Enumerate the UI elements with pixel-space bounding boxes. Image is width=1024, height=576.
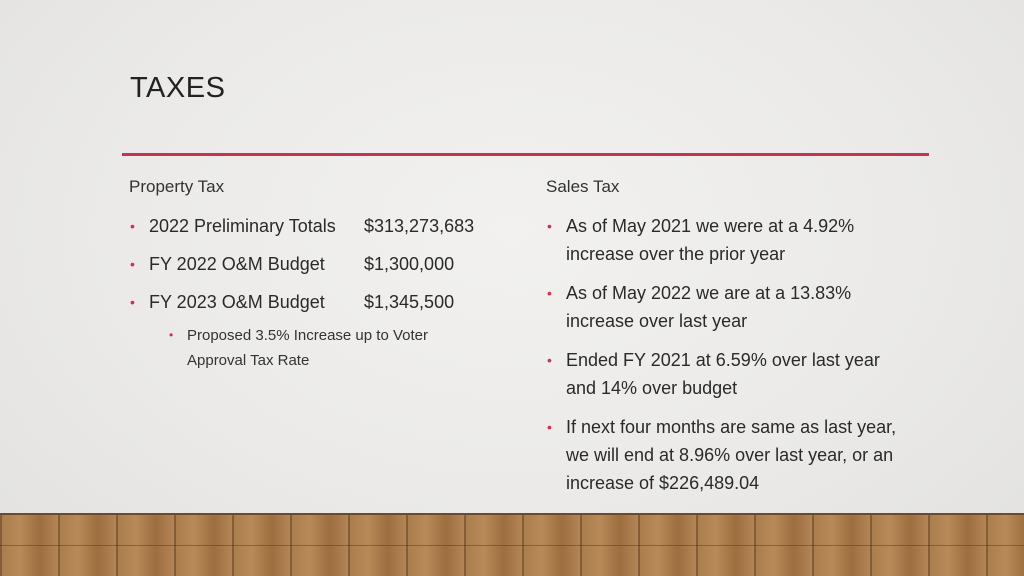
item-line: and 14% over budget <box>566 378 738 398</box>
list-item: • 2022 Preliminary Totals $313,273,683 <box>130 212 509 240</box>
list-item: • Ended FY 2021 at 6.59% over last year … <box>547 346 966 402</box>
item-line: increase over last year <box>566 311 748 331</box>
bullet-icon: • <box>547 218 552 234</box>
sub-list-item: • Proposed 3.5% Increase up to Voter App… <box>169 323 507 373</box>
bullet-icon: • <box>547 352 552 368</box>
item-label: FY 2023 O&M Budget <box>149 292 325 312</box>
item-label: FY 2022 O&M Budget <box>149 254 325 274</box>
bullet-icon: • <box>547 419 552 435</box>
wood-floor-decoration <box>0 513 1024 576</box>
item-line: we will end at 8.96% over last year, or … <box>566 445 894 465</box>
item-line: increase of $226,489.04 <box>566 473 760 493</box>
item-amount: $1,345,500 <box>364 292 455 312</box>
item-line: As of May 2022 we are at a 13.83% <box>566 283 852 303</box>
slide-title: TAXES <box>130 72 226 104</box>
sub-item-line: Proposed 3.5% Increase up to Voter <box>187 327 428 344</box>
list-item: • FY 2022 O&M Budget $1,300,000 <box>130 250 509 278</box>
item-line: If next four months are same as last yea… <box>566 417 897 437</box>
bullet-icon: • <box>130 256 135 272</box>
list-item: • If next four months are same as last y… <box>547 413 986 497</box>
bullet-icon: • <box>169 328 174 342</box>
item-line: increase over the prior year <box>566 244 786 264</box>
list-item: • As of May 2022 we are at a 13.83% incr… <box>547 279 966 335</box>
title-divider <box>122 153 929 156</box>
list-item: • FY 2023 O&M Budget $1,345,500 <box>130 288 509 316</box>
bullet-icon: • <box>547 285 552 301</box>
list-item: • As of May 2021 we were at a 4.92% incr… <box>547 212 966 268</box>
item-amount: $313,273,683 <box>364 216 475 236</box>
sub-item-line: Approval Tax Rate <box>187 352 310 369</box>
item-line: Ended FY 2021 at 6.59% over last year <box>566 350 880 370</box>
item-amount: $1,300,000 <box>364 254 455 274</box>
item-line: As of May 2021 we were at a 4.92% <box>566 216 855 236</box>
bullet-icon: • <box>130 294 135 310</box>
item-label: 2022 Preliminary Totals <box>149 216 336 236</box>
property-tax-heading: Property Tax <box>129 177 225 196</box>
sales-tax-heading: Sales Tax <box>546 177 620 196</box>
bullet-icon: • <box>130 218 135 234</box>
